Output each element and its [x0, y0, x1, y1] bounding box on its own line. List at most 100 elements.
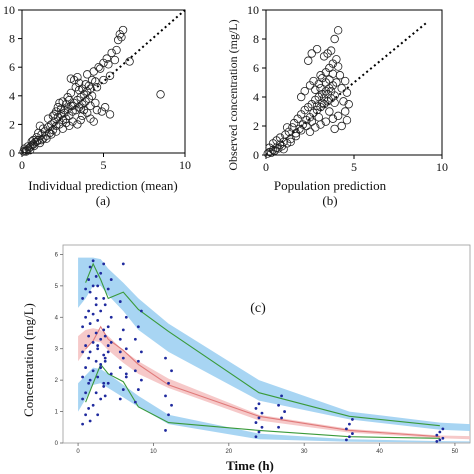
observation-point [102, 353, 106, 357]
observation-point [88, 322, 92, 325]
observation-point [118, 337, 122, 341]
b-point [337, 121, 346, 131]
a-point [21, 147, 31, 156]
observation-point [344, 427, 348, 431]
observation-point [133, 369, 137, 373]
observation-point [102, 381, 106, 385]
observation-point [121, 328, 125, 332]
observation-point [435, 433, 439, 437]
a-point [56, 104, 66, 113]
b-ytick-label: 8 [253, 32, 259, 46]
observation-point [441, 427, 445, 431]
observation-point [84, 391, 88, 395]
observation-point [109, 315, 113, 319]
b-point [326, 86, 336, 96]
a-point [110, 55, 120, 65]
a-ytick-label: 6 [9, 60, 15, 74]
observation-point [441, 436, 445, 440]
a-point [68, 117, 77, 126]
a-point [29, 135, 38, 145]
observation-point [106, 325, 110, 329]
c-xtick-label: 40 [376, 449, 383, 455]
a-xtick-label: 10 [179, 158, 191, 172]
panel-a-ticks: 0 5 10 0 2 4 6 8 10 [3, 3, 191, 172]
observation-point [170, 403, 173, 407]
b-point [321, 78, 331, 87]
b-point [330, 98, 339, 107]
b-point [319, 52, 329, 61]
observation-point [109, 278, 113, 281]
observation-point [99, 309, 103, 313]
a-point [71, 105, 80, 115]
observation-point [87, 407, 91, 410]
a-point [81, 97, 90, 106]
b-point [307, 117, 316, 126]
observation-point [351, 418, 354, 421]
observation-point [280, 416, 283, 420]
b-point [330, 124, 339, 134]
a-point [48, 111, 58, 121]
observation-point [91, 403, 95, 407]
observation-point [438, 430, 442, 434]
b-point [332, 78, 341, 87]
b-xtick-label: 10 [436, 160, 448, 174]
b-point [333, 111, 343, 121]
c-ytick-label: 1 [55, 410, 59, 416]
observation-point [254, 421, 258, 424]
observation-point [96, 413, 100, 417]
a-point [78, 100, 87, 109]
b-point [312, 101, 322, 110]
observation-point [121, 388, 125, 391]
a-point [65, 121, 74, 131]
observation-point [254, 435, 258, 439]
observation-point [94, 303, 98, 307]
c-ytick-label: 6 [55, 252, 59, 258]
b-ytick-label: 4 [253, 90, 259, 104]
observation-point [257, 416, 261, 420]
a-point [35, 121, 45, 131]
observation-point [103, 394, 107, 398]
observation-point [102, 385, 106, 388]
panel-a-xlabel: Individual prediction (mean) [28, 178, 177, 193]
panel-c-xlabel: Time (h) [226, 458, 274, 473]
observation-point [348, 435, 351, 439]
observation-point [102, 328, 106, 332]
observation-point [133, 337, 137, 341]
observation-point [139, 350, 143, 354]
observation-point [91, 369, 95, 373]
b-point [328, 114, 338, 123]
observation-point [91, 284, 95, 288]
observation-point [102, 297, 106, 300]
observation-point [164, 394, 167, 398]
observation-point [351, 432, 354, 435]
observation-point [96, 347, 100, 351]
b-point [297, 92, 306, 102]
observation-point [103, 334, 107, 338]
a-point [52, 107, 61, 116]
b-xtick-label: 5 [351, 160, 357, 174]
observation-point [81, 350, 84, 354]
b-point [333, 26, 343, 35]
panel-b-label: (b) [322, 193, 337, 208]
observation-point [167, 413, 170, 417]
a-point [156, 90, 165, 99]
observation-point [102, 262, 106, 266]
observation-point [118, 300, 122, 303]
observation-point [96, 344, 100, 347]
observation-point [96, 319, 100, 322]
observation-point [109, 372, 113, 376]
observation-point [91, 312, 95, 316]
b-point [318, 98, 327, 107]
observation-point [88, 350, 92, 354]
a-point [86, 114, 95, 123]
panel-a-label: (a) [96, 193, 110, 208]
a-point [66, 74, 76, 83]
a-ytick-label: 0 [9, 146, 15, 160]
panel-a-scatter: 0 5 10 0 2 4 6 8 10 Individual prediction (mean)… [3, 3, 191, 208]
observation-point [260, 411, 264, 415]
a-point [30, 141, 39, 151]
observation-point [277, 403, 280, 407]
a-point [99, 75, 108, 85]
observation-point [87, 381, 91, 385]
observation-point [99, 271, 103, 275]
